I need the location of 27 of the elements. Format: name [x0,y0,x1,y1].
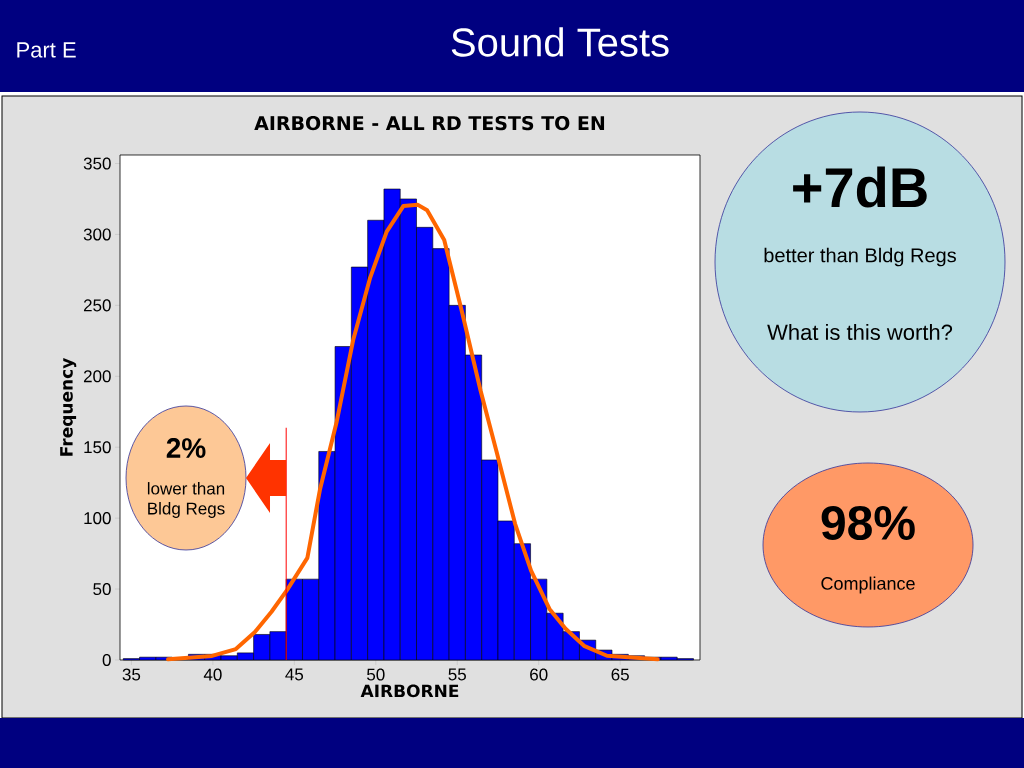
x-tick-label: 65 [611,668,629,681]
x-tick-label: 40 [203,668,222,681]
text: What is this worth? [767,323,953,341]
annotation: 2% [166,438,206,458]
annotation: lower than Bldg Regs [147,482,225,518]
y-tick-label: 150 [84,441,111,454]
y-tick-label: 50 [93,583,111,596]
text: +7dB [793,166,927,208]
text: Compliance [821,576,915,594]
x-tick-label: 60 [530,668,548,681]
y-tick-label: 0 [102,653,111,667]
x-tick-label: 55 [448,668,466,681]
text: better than Bldg Regs [764,247,956,267]
y-axis-title: Frequency [60,358,77,456]
y-tick-label: 100 [84,512,111,525]
y-tick-label: 250 [83,299,111,312]
chart-title: Sound Tests [451,27,669,57]
chart-subtitle: AIRBORNE - ALL RD TESTS TO EN [254,115,605,131]
x-axis-title: AIRBORNE [360,684,459,698]
text: Part E [17,42,76,58]
x-tick-label: 35 [122,668,141,681]
x-tick-label: 45 [285,668,304,681]
y-tick-label: 350 [83,157,111,170]
x-tick-label: 50 [367,668,385,681]
y-tick-label: 300 [83,228,111,241]
text: 98% [821,506,915,540]
y-tick-label: 200 [83,370,111,383]
